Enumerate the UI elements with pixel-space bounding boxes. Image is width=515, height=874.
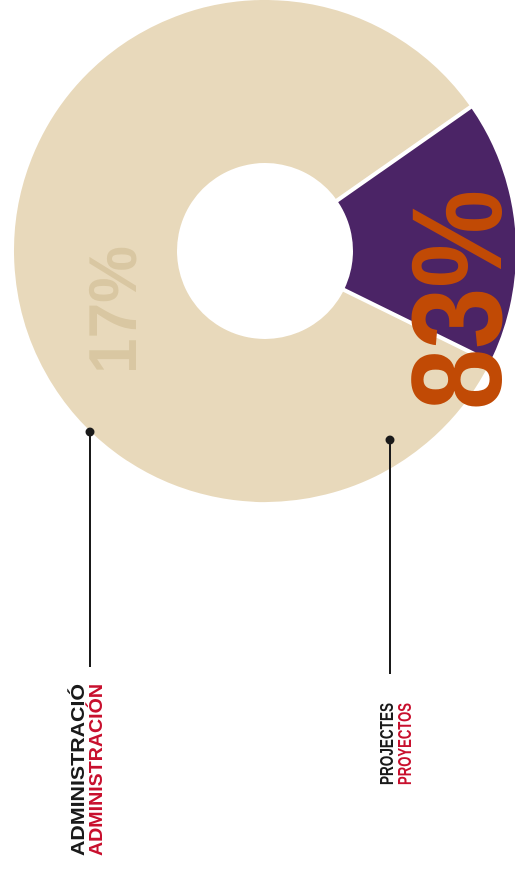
slice-percent-administracio: 17% bbox=[75, 246, 151, 374]
leader-line-administracio bbox=[85, 427, 95, 667]
label-projectes-primary: PROJECTES bbox=[377, 703, 397, 785]
slice-administracio bbox=[263, 103, 515, 365]
slice-percent-projectes: 83% bbox=[386, 190, 515, 410]
label-administracio-secondary: ADMINISTRACIÓN bbox=[85, 684, 106, 856]
label-projectes-secondary: PROYECTOS bbox=[395, 703, 415, 785]
leader-line-projectes bbox=[385, 435, 395, 674]
donut-hole bbox=[177, 163, 353, 339]
label-administracio-primary: ADMINISTRACIÓ bbox=[67, 684, 88, 856]
